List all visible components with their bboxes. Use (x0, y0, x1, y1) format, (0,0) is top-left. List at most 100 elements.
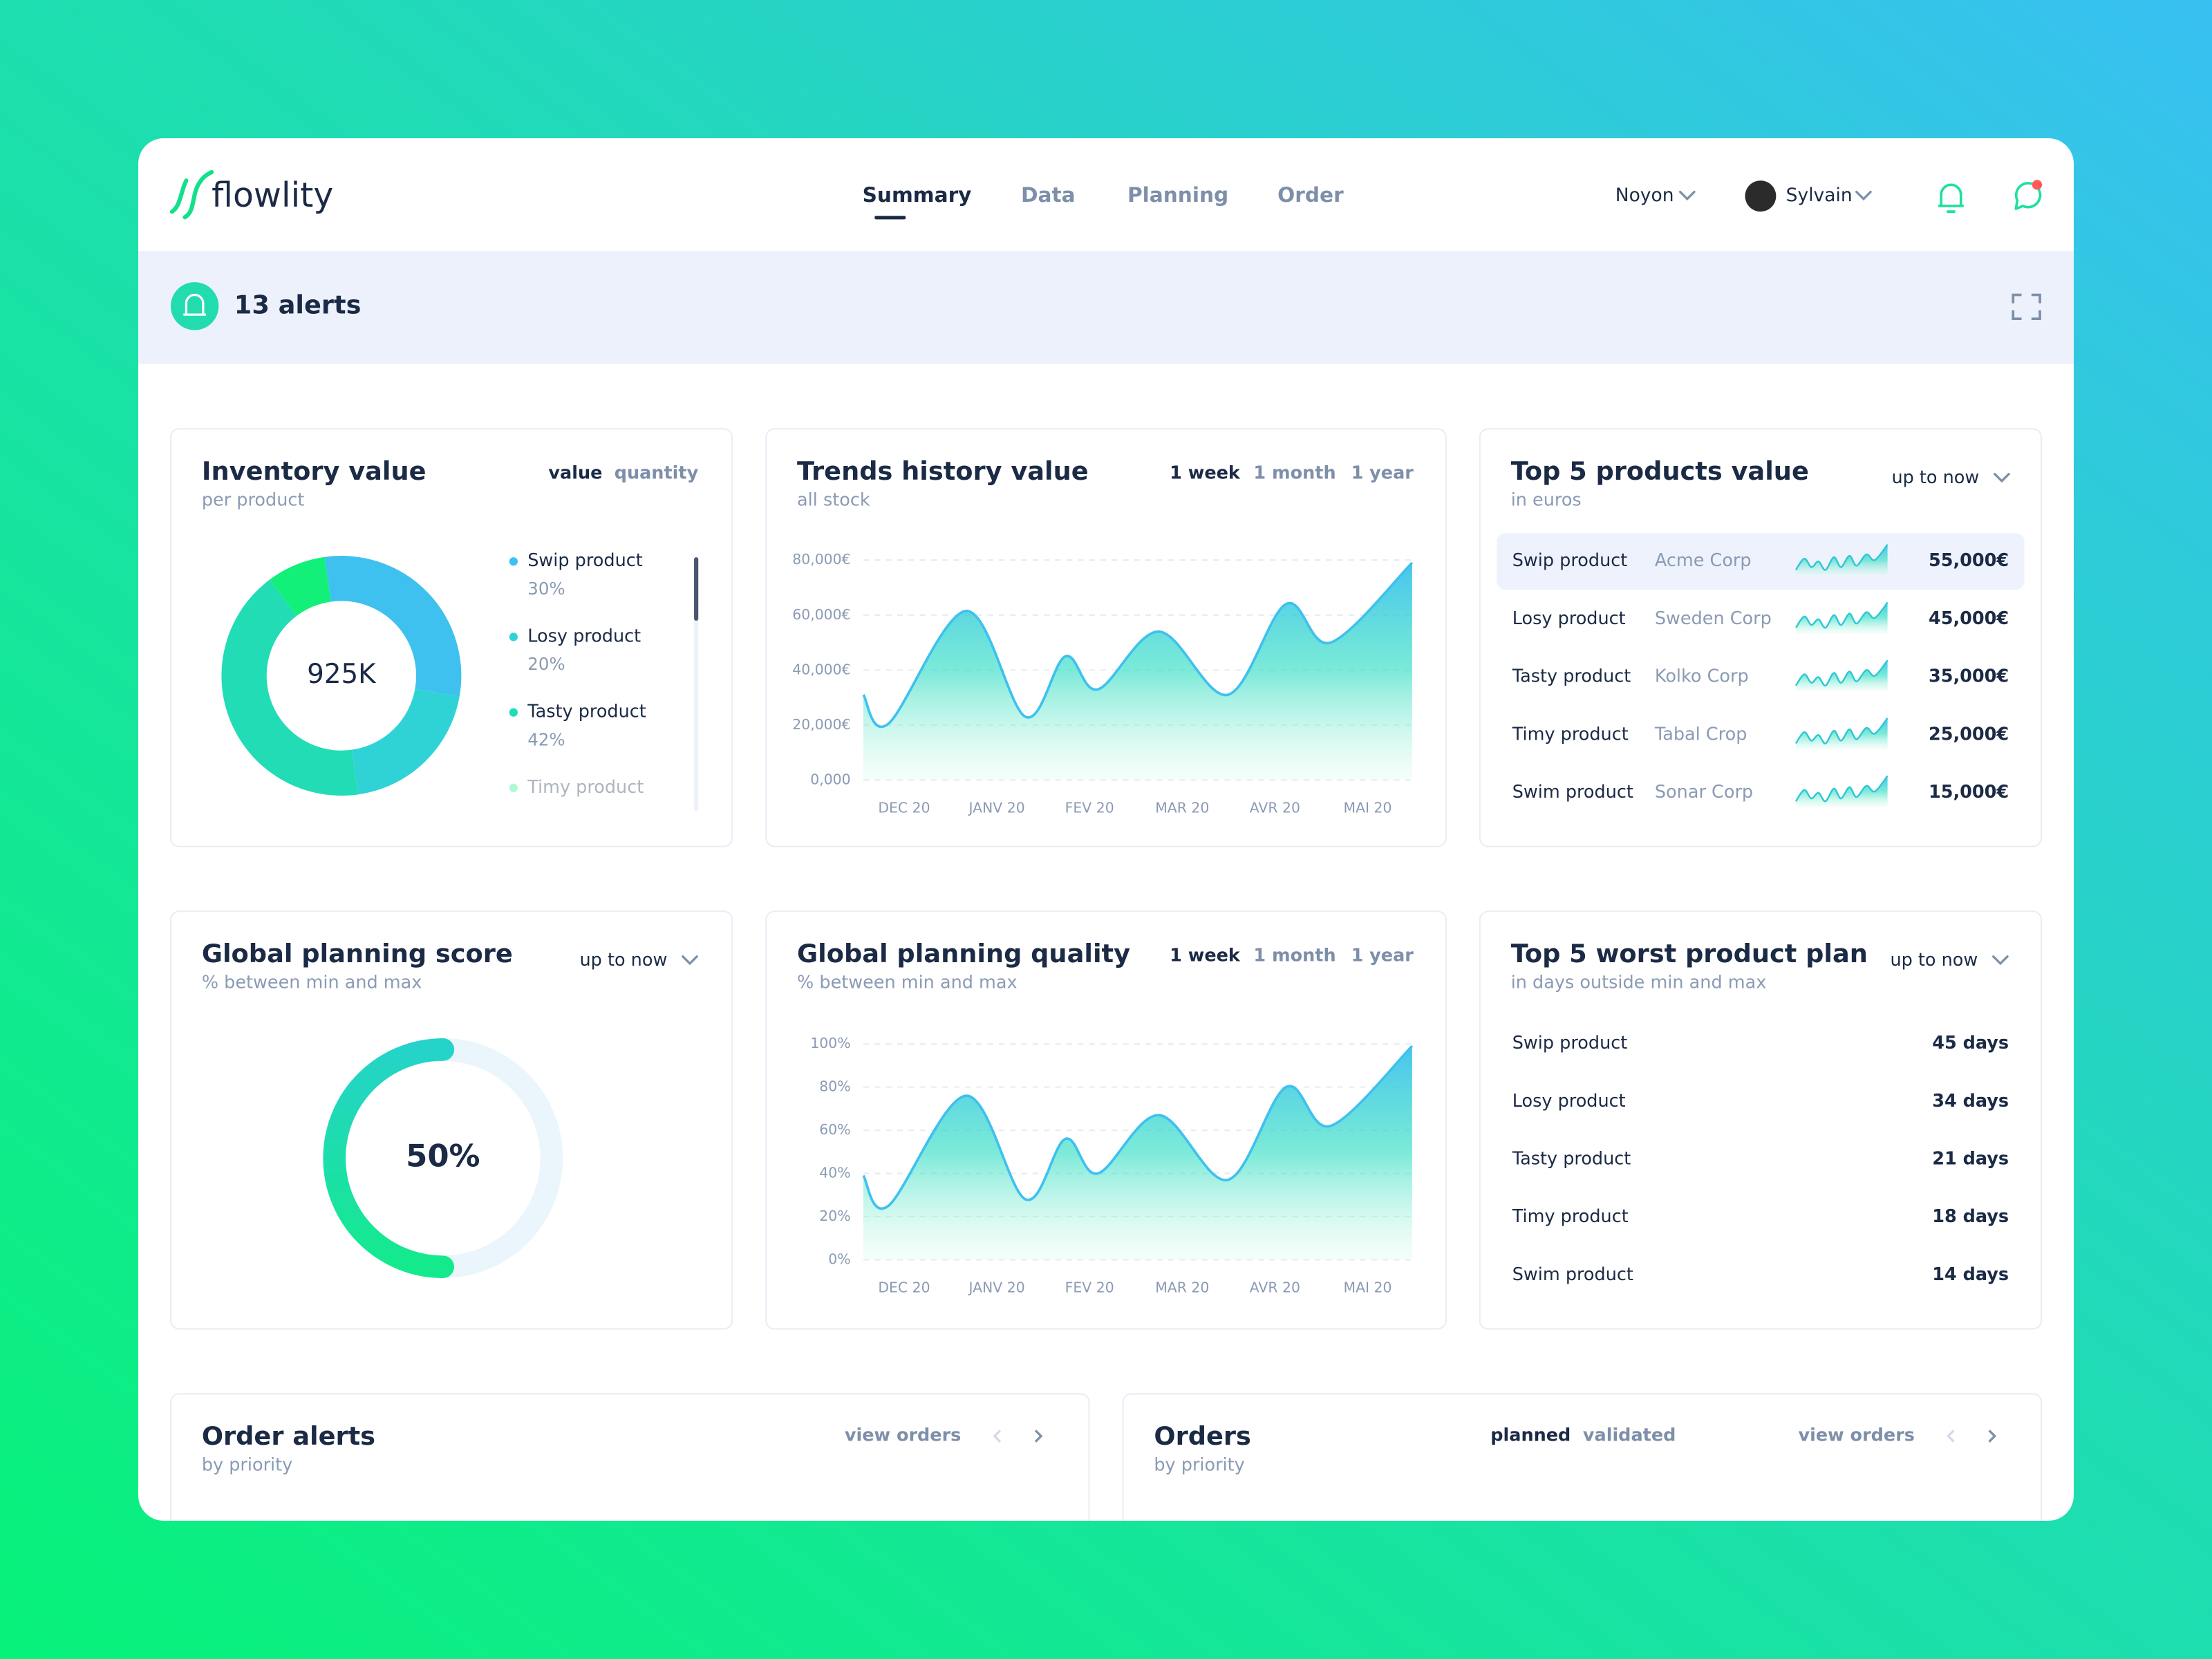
x-tick-label: MAR 20 (1155, 1279, 1209, 1295)
alerts-bell (183, 293, 206, 316)
panel-title: Global planning score (202, 939, 513, 968)
sparkline-fill (1795, 602, 1888, 634)
logo-icon (169, 169, 214, 220)
legend-value: 30% (527, 579, 565, 599)
range-toggle[interactable]: 1 month (1253, 946, 1335, 966)
next-arrow[interactable] (1988, 1430, 1997, 1443)
range-toggle[interactable]: 1 week (1170, 946, 1241, 966)
x-tick-label: AVR 20 (1250, 799, 1300, 816)
sparkline (1794, 718, 1888, 744)
orders-tab[interactable]: planned (1490, 1425, 1571, 1446)
gauge-arc (323, 1038, 455, 1278)
product-value: 25,000€ (1929, 724, 2009, 744)
x-tick-label: JANV 20 (967, 799, 1024, 816)
donut-total: 925K (307, 659, 377, 690)
nav-tab[interactable]: Order (1277, 183, 1344, 207)
alerts-bar (138, 251, 2074, 364)
product-value: 35,000€ (1929, 666, 2009, 687)
product-value: 55,000€ (1929, 550, 2009, 571)
period-select[interactable]: up to now (1890, 950, 1978, 971)
donut-segment (324, 556, 462, 697)
legend-label: Swip product (527, 550, 642, 571)
chevron-icon[interactable] (1994, 473, 2010, 483)
y-tick-label: 60,000€ (792, 606, 850, 623)
x-tick-label: DEC 20 (878, 1279, 930, 1295)
prev-arrow[interactable] (1947, 1430, 1955, 1443)
bell-icon[interactable] (1938, 183, 1964, 213)
chevron-icon[interactable] (682, 955, 698, 966)
sparkline-fill (1795, 660, 1888, 691)
link[interactable]: view orders (845, 1425, 962, 1446)
legend-dot (509, 708, 518, 717)
sparkline (1794, 601, 1888, 629)
nav-tab[interactable]: Data (1021, 183, 1076, 207)
toggle[interactable]: quantity (615, 463, 699, 484)
product-name: Swim product (1512, 1264, 1633, 1285)
y-tick-label: 40% (819, 1165, 850, 1181)
legend-dot (509, 632, 518, 641)
y-tick-label: 60% (819, 1121, 850, 1138)
chevron-icon[interactable] (1855, 190, 1872, 201)
x-tick-label: AVR 20 (1250, 1279, 1300, 1295)
x-tick-label: MAI 20 (1343, 799, 1391, 816)
gauge-label: 50% (406, 1138, 480, 1174)
chevron-icon[interactable] (1992, 955, 2009, 966)
y-tick-label: 20% (819, 1208, 850, 1224)
legend-value: 20% (527, 654, 565, 674)
panel-title: Order alerts (202, 1421, 375, 1451)
sparkline-fill (1795, 776, 1888, 807)
y-tick-label: 80,000€ (792, 551, 850, 568)
nav-tab[interactable]: Planning (1127, 183, 1228, 207)
legend-label: Tasty product (527, 702, 646, 722)
panel-subtitle: per product (202, 489, 305, 510)
scroll-track (694, 557, 699, 812)
period-select[interactable]: up to now (580, 950, 668, 971)
panel (1479, 910, 2043, 1330)
days-value: 21 days (1932, 1149, 2009, 1170)
panel-title: Orders (1154, 1421, 1250, 1451)
y-tick-label: 0% (828, 1250, 850, 1267)
x-tick-label: FEV 20 (1065, 799, 1114, 816)
sparkline (1794, 775, 1888, 803)
scroll-thumb[interactable] (694, 557, 699, 621)
product-value: 15,000€ (1929, 782, 2009, 803)
chevron-icon[interactable] (1678, 190, 1696, 201)
product-value: 45,000€ (1929, 608, 2009, 629)
donut-segment (221, 579, 358, 796)
y-tick-label: 40,000€ (792, 661, 850, 677)
x-tick-label: MAR 20 (1155, 799, 1209, 816)
product-name: Losy product (1512, 1091, 1626, 1112)
link[interactable]: view orders (1798, 1425, 1914, 1446)
legend-dot (509, 783, 518, 792)
panel-subtitle: all stock (797, 489, 870, 510)
panel (169, 1393, 1090, 1521)
product-name: Tasty product (1512, 1149, 1631, 1170)
area-line (862, 561, 1414, 728)
days-value: 14 days (1932, 1264, 2009, 1285)
range-toggle[interactable]: 1 year (1351, 946, 1414, 966)
range-toggle[interactable]: 1 month (1253, 463, 1335, 484)
company-name: Tabal Crop (1654, 724, 1747, 744)
area-fill (863, 1046, 1412, 1260)
notification-dot (2032, 180, 2043, 190)
company-name: Kolko Corp (1655, 666, 1749, 687)
company-name: Sonar Corp (1655, 782, 1753, 803)
company-name: Acme Corp (1655, 550, 1752, 571)
x-tick-label: FEV 20 (1065, 1279, 1114, 1295)
panel-title: Inventory value (202, 456, 427, 486)
panel-title: Trends history value (797, 456, 1089, 486)
orders-tab[interactable]: validated (1583, 1425, 1676, 1446)
product-name: Losy product (1512, 608, 1626, 629)
period-select[interactable]: up to now (1891, 467, 1979, 488)
range-toggle[interactable]: 1 year (1351, 463, 1414, 484)
toggle[interactable]: value (548, 463, 602, 484)
user-menu[interactable]: Sylvain (1786, 185, 1853, 206)
range-toggle[interactable]: 1 week (1170, 463, 1241, 484)
sparkline-fill (1795, 718, 1888, 749)
next-arrow[interactable] (1034, 1430, 1043, 1443)
location-select[interactable]: Noyon (1615, 185, 1674, 206)
fullscreen-icon[interactable] (2012, 293, 2041, 321)
prev-arrow[interactable] (993, 1430, 1002, 1443)
nav-tab[interactable]: Summary (863, 183, 972, 207)
